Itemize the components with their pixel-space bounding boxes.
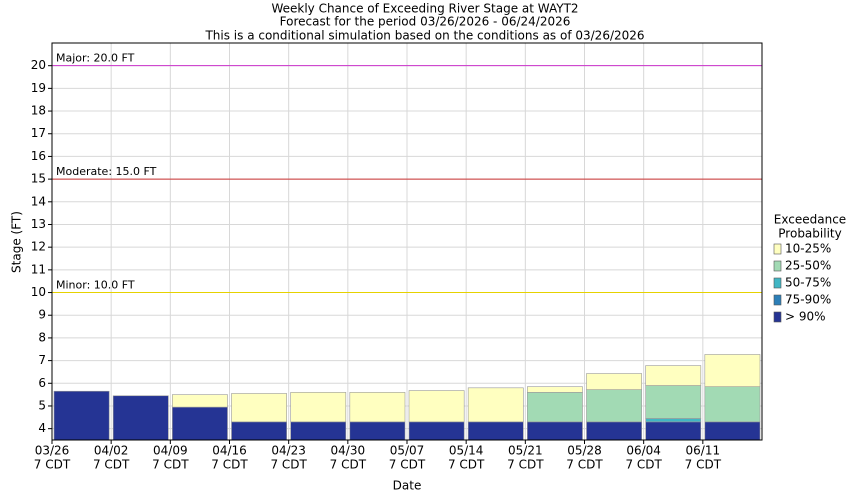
threshold-label: Minor: 10.0 FT [56,279,135,292]
bar-segment [172,406,228,441]
legend-label: 10-25% [785,242,831,256]
y-tick-label: 8 [38,330,46,344]
x-tick-label: 7 CDT [211,458,248,472]
x-tick-label: 7 CDT [93,458,130,472]
x-tick-label: 7 CDT [625,458,662,472]
y-tick-label: 6 [38,376,46,390]
x-tick-label: 7 CDT [330,458,367,472]
legend-label: 50-75% [785,276,831,290]
bar-segment [704,421,761,441]
y-tick-label: 11 [31,262,46,276]
y-tick-label: 4 [38,421,46,435]
x-tick-label: 04/23 [271,444,306,458]
bar-segment [586,421,642,441]
x-tick-label: 7 CDT [507,458,544,472]
x-tick-label: 06/04 [626,444,661,458]
threshold-label: Major: 20.0 FT [56,52,135,65]
x-tick-label: 7 CDT [152,458,189,472]
y-tick-label: 19 [31,81,46,95]
bar-segment [467,387,524,423]
bar-segment [231,393,287,423]
x-tick-label: 05/07 [390,444,425,458]
bar-segment [645,365,702,386]
x-tick-label: 7 CDT [566,458,603,472]
x-tick-label: 7 CDT [34,458,71,472]
legend-label: 25-50% [785,259,831,273]
bar-segment [290,421,347,441]
y-tick-label: 12 [31,240,46,254]
bar-segment [586,373,642,390]
legend-swatch [773,294,782,306]
y-tick-label: 15 [31,172,46,186]
y-tick-label: 13 [31,217,46,231]
bar-segment [527,392,583,423]
bar-segment [231,421,287,441]
x-tick-label: 7 CDT [448,458,485,472]
bar-segment [645,421,702,441]
x-tick-label: 7 CDT [685,458,722,472]
legend-title: Probability [778,227,841,241]
bar-segment [172,394,228,408]
x-tick-label: 05/21 [508,444,543,458]
bar-segment [53,390,110,441]
legend-swatch [773,243,782,255]
x-tick-label: 04/02 [94,444,129,458]
y-tick-label: 16 [31,149,46,163]
chart-subtitle: Forecast for the period 03/26/2026 - 06/… [280,15,571,29]
legend-label: > 90% [785,310,826,324]
bar-segment [586,389,642,423]
x-tick-label: 04/30 [331,444,366,458]
bar-segment [290,392,347,423]
chart-subtitle: This is a conditional simulation based o… [204,29,644,43]
bar-segment [408,421,465,441]
x-tick-label: 7 CDT [270,458,307,472]
y-tick-label: 5 [38,398,46,412]
legend-label: 75-90% [785,293,831,307]
bar-segment [704,354,761,387]
x-axis-label: Date [393,479,422,493]
x-tick-label: 7 CDT [389,458,426,472]
legend-swatch [773,260,782,272]
legend-swatch [773,311,782,323]
x-tick-label: 03/26 [35,444,70,458]
bar-segment [467,421,524,441]
bar-segment [527,421,583,441]
x-tick-label: 05/14 [449,444,484,458]
bar-segment [704,386,761,423]
bar-segment [645,418,702,423]
y-tick-label: 10 [31,285,46,299]
x-tick-label: 06/11 [686,444,721,458]
y-tick-label: 17 [31,126,46,140]
y-tick-label: 14 [31,194,46,208]
bar-segment [645,385,702,419]
bar-segment [408,390,465,423]
x-tick-label: 04/09 [153,444,188,458]
y-tick-label: 20 [31,58,46,72]
y-tick-label: 7 [38,353,46,367]
bar-segment [527,386,583,393]
bar-segment [349,392,406,423]
plot-border [51,42,763,441]
legend-swatch [773,277,782,289]
y-tick-label: 18 [31,104,46,118]
legend-title: Exceedance [774,213,846,227]
y-tick-label: 9 [38,308,46,322]
bar-segment [112,395,169,441]
threshold-label: Moderate: 15.0 FT [56,165,157,178]
x-tick-label: 04/16 [212,444,247,458]
x-tick-label: 05/28 [567,444,602,458]
bar-segment [349,421,406,441]
chart-title: Weekly Chance of Exceeding River Stage a… [271,2,578,16]
y-axis-label: Stage (FT) [10,211,24,273]
